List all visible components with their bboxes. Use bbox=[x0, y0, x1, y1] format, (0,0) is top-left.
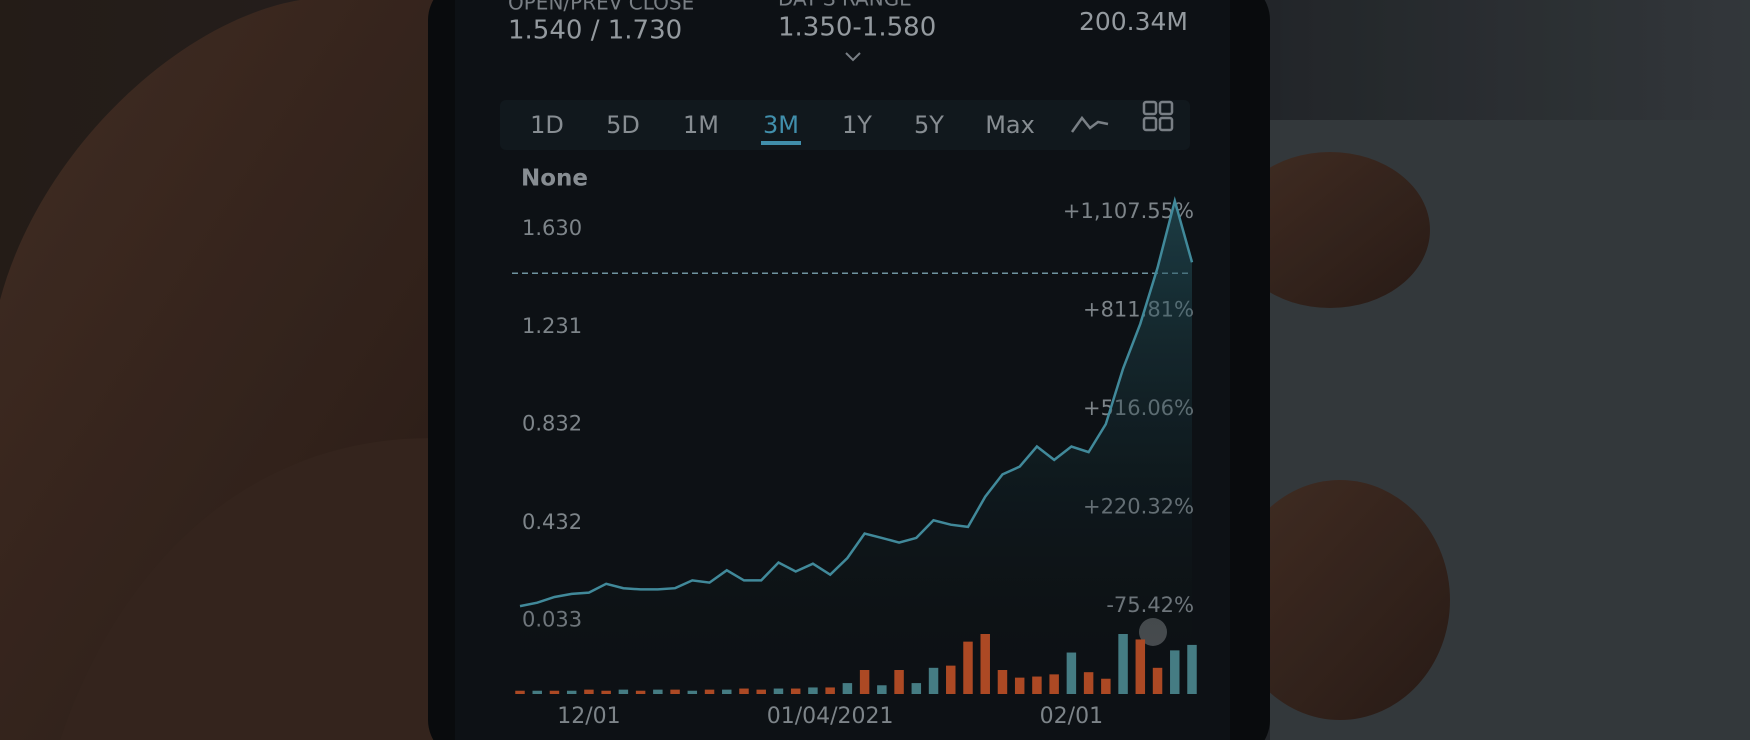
header-value: 200.34M bbox=[1079, 7, 1188, 36]
volume-bar bbox=[704, 689, 715, 694]
header-label: DAY'S RANGE bbox=[778, 0, 912, 11]
y-tick-label: 1.231 bbox=[522, 314, 582, 338]
volume-bar bbox=[515, 690, 525, 694]
x-tick-label: 12/01 bbox=[557, 704, 620, 729]
volume-bar bbox=[946, 665, 956, 694]
tab[interactable]: 1D bbox=[530, 111, 564, 139]
tab[interactable]: 5Y bbox=[914, 111, 944, 139]
indicator-label: None bbox=[521, 166, 588, 192]
volume-bar bbox=[1101, 678, 1111, 694]
volume-bar bbox=[911, 683, 922, 694]
volume-bar bbox=[997, 670, 1008, 694]
volume-bar bbox=[859, 670, 870, 694]
y-tick-label: 0.832 bbox=[522, 412, 582, 436]
tab-bar bbox=[500, 100, 1190, 150]
y-tick-label: 0.432 bbox=[522, 510, 582, 534]
volume-bar bbox=[687, 690, 698, 694]
y-tick-label: 1.630 bbox=[522, 216, 582, 240]
x-tick-label: 01/04/2021 bbox=[767, 704, 894, 729]
volume-bar bbox=[635, 690, 646, 694]
finger bbox=[1230, 480, 1450, 720]
volume-bar bbox=[790, 688, 801, 694]
volume-bar bbox=[1187, 644, 1197, 694]
volume-bar bbox=[601, 690, 611, 694]
tab[interactable]: Max bbox=[985, 111, 1035, 139]
volume-bar bbox=[894, 670, 904, 694]
volume-bar bbox=[773, 688, 784, 694]
x-tick-label: 02/01 bbox=[1040, 704, 1103, 729]
volume-bar bbox=[1032, 676, 1042, 694]
volume-bar bbox=[739, 688, 749, 694]
tab[interactable]: 3M bbox=[763, 111, 799, 139]
volume-bar bbox=[549, 690, 560, 694]
volume-bar bbox=[532, 690, 542, 694]
line-icon[interactable] bbox=[1070, 115, 1109, 133]
volume-bar bbox=[980, 634, 990, 694]
volume-bar bbox=[808, 687, 818, 694]
tab[interactable]: 5D bbox=[606, 111, 640, 139]
volume-bar bbox=[842, 683, 853, 694]
volume-bar bbox=[1118, 634, 1128, 694]
price-line bbox=[519, 196, 1194, 608]
volume-bar bbox=[1083, 672, 1094, 694]
tab-underline bbox=[761, 141, 801, 145]
header-label: OPEN/PREV CLOSE bbox=[508, 0, 694, 15]
volume-bar bbox=[1135, 639, 1146, 694]
volume-bar bbox=[1152, 667, 1163, 694]
volume-bar bbox=[756, 689, 766, 694]
tab[interactable]: 1M bbox=[683, 111, 719, 139]
volume-bar bbox=[825, 687, 835, 694]
volume-bar bbox=[584, 689, 594, 694]
palm bbox=[60, 438, 470, 740]
volume-bar bbox=[1170, 650, 1180, 694]
header-value: 1.350-1.580 bbox=[778, 13, 936, 43]
volume-bar bbox=[1066, 652, 1077, 694]
volume-bar bbox=[653, 689, 663, 694]
volume-bar bbox=[877, 685, 887, 694]
header-value: 1.540 / 1.730 bbox=[508, 16, 682, 46]
line-area bbox=[520, 200, 1192, 651]
volume-bar bbox=[670, 689, 680, 694]
volume-bar bbox=[566, 690, 577, 694]
volume-bar bbox=[722, 689, 732, 694]
volume-bar bbox=[618, 689, 629, 694]
volume-bar bbox=[963, 641, 973, 694]
volume-bar bbox=[1014, 677, 1025, 694]
volume-bar bbox=[1049, 674, 1059, 694]
chevron bbox=[845, 52, 861, 62]
tab[interactable]: 1Y bbox=[842, 111, 872, 139]
volume-bar bbox=[928, 667, 939, 694]
finger bbox=[1230, 152, 1430, 308]
grid-icon[interactable] bbox=[1142, 100, 1174, 132]
